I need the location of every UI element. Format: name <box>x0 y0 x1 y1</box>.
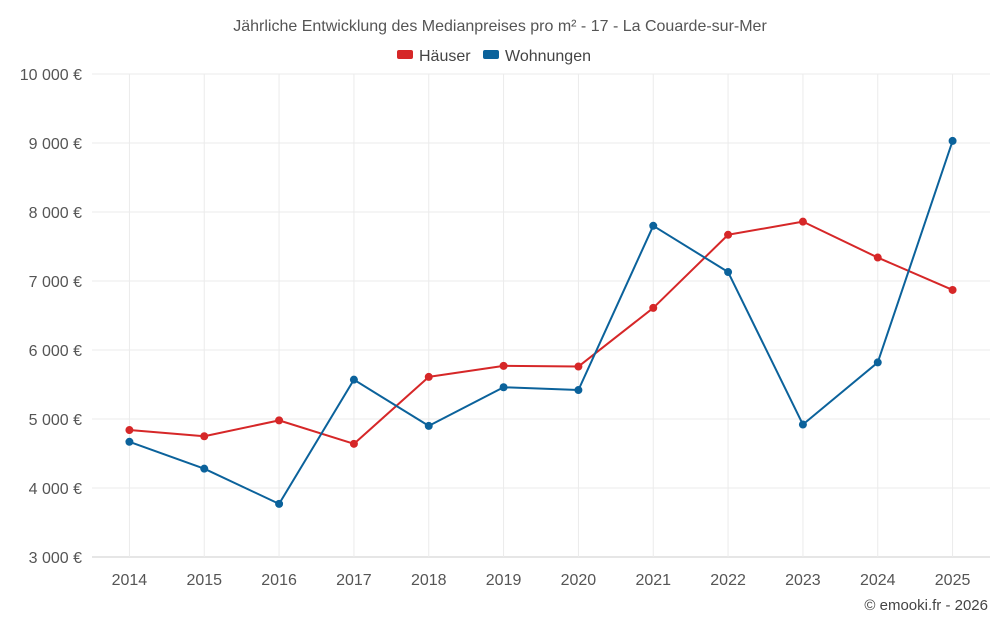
data-point[interactable] <box>873 358 882 367</box>
data-point[interactable] <box>724 230 733 239</box>
legend-label: Wohnungen <box>505 48 591 65</box>
x-tick-label: 2022 <box>710 572 746 589</box>
data-point[interactable] <box>649 221 658 230</box>
series-line <box>129 140 954 505</box>
data-point[interactable] <box>574 386 583 395</box>
x-tick-label: 2024 <box>860 572 896 589</box>
chart-title: Jährliche Entwicklung des Medianpreises … <box>233 18 767 35</box>
y-tick-label: 7 000 € <box>29 274 82 291</box>
legend-item[interactable]: Häuser <box>397 48 471 65</box>
x-tick-label: 2016 <box>261 572 297 589</box>
data-point[interactable] <box>275 499 284 508</box>
y-tick-label: 5 000 € <box>29 412 82 429</box>
x-tick-label: 2020 <box>561 572 597 589</box>
x-tick-label: 2019 <box>486 572 522 589</box>
y-tick-label: 8 000 € <box>29 205 82 222</box>
y-tick-label: 9 000 € <box>29 136 82 153</box>
data-point[interactable] <box>424 421 433 430</box>
data-point[interactable] <box>424 372 433 381</box>
credit-text: © emooki.fr - 2026 <box>864 597 988 614</box>
y-tick-label: 4 000 € <box>29 481 82 498</box>
x-tick-label: 2018 <box>411 572 447 589</box>
series-wohnungen <box>125 136 957 508</box>
data-point[interactable] <box>948 136 957 145</box>
legend-item[interactable]: Wohnungen <box>483 48 591 65</box>
y-axis: 3 000 € 4 000 € 5 000 € 6 000 € 7 000 € 8 000… <box>20 67 82 567</box>
y-tick-label: 3 000 € <box>29 550 82 567</box>
x-tick-label: 2015 <box>186 572 222 589</box>
series-line <box>129 220 953 445</box>
x-tick-label: 2014 <box>112 572 148 589</box>
data-point[interactable] <box>499 361 508 370</box>
data-point[interactable] <box>499 383 508 392</box>
y-tick-label: 10 000 € <box>20 67 82 84</box>
data-point[interactable] <box>798 420 807 429</box>
data-point[interactable] <box>798 217 807 226</box>
legend-swatch <box>483 50 499 59</box>
x-tick-label: 2017 <box>336 572 372 589</box>
data-point[interactable] <box>724 268 733 277</box>
data-point[interactable] <box>275 416 284 425</box>
data-point[interactable] <box>574 362 583 371</box>
data-point[interactable] <box>349 439 358 448</box>
series-layer <box>125 136 957 508</box>
x-tick-label: 2025 <box>935 572 971 589</box>
data-point[interactable] <box>948 285 957 294</box>
data-point[interactable] <box>200 432 209 441</box>
y-tick-label: 6 000 € <box>29 343 82 360</box>
data-point[interactable] <box>349 375 358 384</box>
grid-lines <box>92 73 990 558</box>
x-axis: 2014 2015 2016 2017 2018 2019 2020 2021 2022 2023… <box>112 572 971 589</box>
data-point[interactable] <box>125 437 134 446</box>
x-tick-label: 2023 <box>785 572 821 589</box>
data-point[interactable] <box>200 464 209 473</box>
legend: Häuser Wohnungen <box>397 48 591 65</box>
legend-swatch <box>397 50 413 59</box>
legend-label: Häuser <box>419 48 471 65</box>
data-point[interactable] <box>125 426 134 435</box>
series-haeuser <box>125 217 957 448</box>
data-point[interactable] <box>873 253 882 262</box>
x-tick-label: 2021 <box>635 572 671 589</box>
data-point[interactable] <box>649 303 658 312</box>
